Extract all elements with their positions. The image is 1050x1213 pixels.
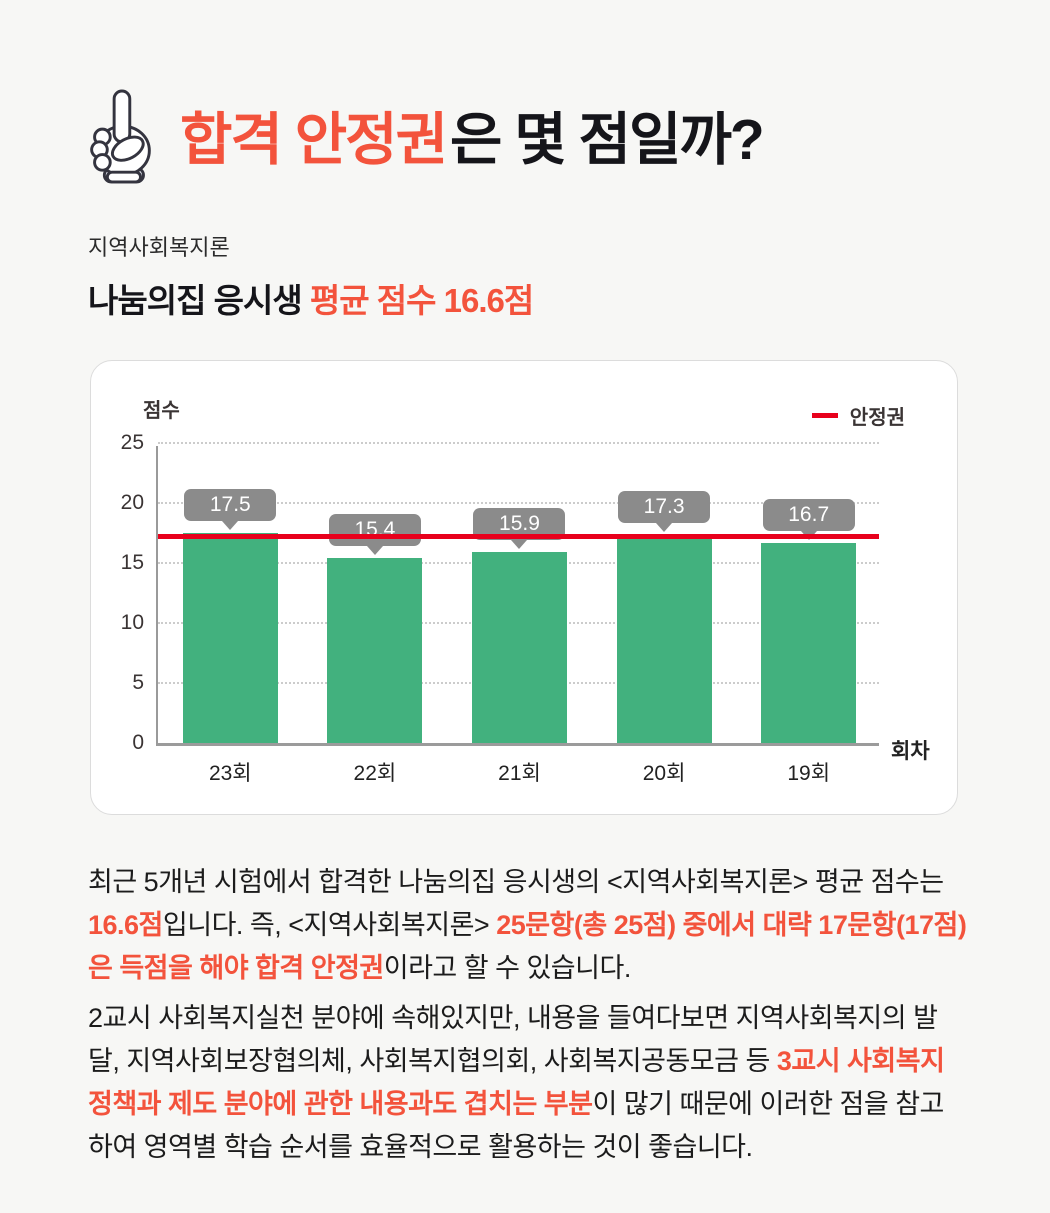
subject-section: 지역사회복지론 나눔의집 응시생 평균 점수 16.6점 bbox=[88, 230, 1050, 322]
subject-label: 지역사회복지론 bbox=[88, 235, 230, 260]
y-tick-label: 15 bbox=[120, 551, 144, 574]
bar-slot: 17.5 23회 bbox=[158, 446, 303, 785]
y-tick-label: 25 bbox=[120, 431, 144, 454]
y-tick-label: 5 bbox=[132, 671, 144, 694]
bar-value-callout: 16.7 bbox=[762, 498, 855, 531]
bar-21회 bbox=[471, 552, 567, 743]
x-category-label: 23회 bbox=[208, 762, 252, 785]
pointing-hand-icon bbox=[76, 86, 164, 184]
bar-slot: 15.9 21회 bbox=[447, 446, 592, 785]
bar-23회 bbox=[182, 533, 278, 743]
title-rest-text: 은 몇 점일까? bbox=[450, 108, 765, 172]
text-run: 2교시 사회복지실천 분야에 속해있지만, 내용을 들여다보면 지역사회복지의 … bbox=[88, 1002, 938, 1076]
highlighted-text-run: 3교시 사회복지정책과 제도 분야에 관한 내용과도 겹치는 부분 bbox=[88, 1045, 945, 1119]
bar-value-callout: 17.3 bbox=[618, 491, 711, 524]
y-tick-label: 10 bbox=[120, 611, 144, 634]
legend-line-swatch bbox=[811, 413, 838, 418]
y-axis-title: 점수 bbox=[143, 400, 180, 422]
y-tick-label: 20 bbox=[120, 491, 144, 514]
chart-legend: 안정권 bbox=[811, 401, 905, 430]
highlighted-text-run: 25문항(총 25점) 중에서 대략 17문항(17점)은 득점을 해야 합격 … bbox=[88, 910, 967, 984]
gridline-25 bbox=[158, 442, 879, 444]
subject-heading-black: 나눔의집 응시생 bbox=[88, 282, 310, 319]
subject-heading: 나눔의집 응시생 평균 점수 16.6점 bbox=[88, 274, 1050, 322]
x-category-label: 19회 bbox=[787, 762, 831, 785]
x-category-label: 21회 bbox=[498, 762, 541, 785]
bar-slot: 17.3 20회 bbox=[592, 446, 737, 785]
chart-card: 점수 안정권 0 5 10 15 20 25 17.5 23회 15.4 22회 15.9 21회 17… bbox=[90, 360, 958, 815]
x-axis-title: 회차 bbox=[891, 740, 930, 763]
page-title: 합격 안정권은 몇 점일까? bbox=[180, 94, 765, 176]
bar-value-callout: 17.5 bbox=[184, 489, 277, 521]
x-category-label: 20회 bbox=[642, 762, 686, 785]
x-category-label: 22회 bbox=[353, 762, 397, 785]
text-run: 최근 5개년 시험에서 합격한 나눔의집 응시생의 <지역사회복지론> 평균 점… bbox=[88, 867, 944, 897]
bar-20회 bbox=[616, 535, 712, 743]
y-tick-label: 0 bbox=[132, 731, 144, 754]
text-run: 입니다. 즉, <지역사회복지론> bbox=[162, 910, 497, 941]
bar-19회 bbox=[761, 542, 857, 743]
bar-22회 bbox=[327, 558, 423, 743]
paragraph-2: 2교시 사회복지실천 분야에 속해있지만, 내용을 들여다보면 지역사회복지의 … bbox=[88, 997, 968, 1170]
text-run: 이 많기 때문에 이러한 점을 참고하여 영역별 학습 순서를 효율적으로 활용… bbox=[88, 1088, 944, 1163]
title-accent-text: 합격 안정권 bbox=[180, 108, 448, 172]
bar-slot: 16.7 19회 bbox=[736, 446, 881, 785]
legend-label: 안정권 bbox=[849, 407, 905, 429]
subject-heading-accent: 평균 점수 16.6점 bbox=[309, 282, 534, 319]
page-header: 합격 안정권은 몇 점일까? bbox=[0, 0, 1050, 184]
text-run: 이라고 할 수 있습니다. bbox=[383, 953, 632, 984]
bar-slot: 15.4 22회 bbox=[303, 446, 448, 785]
highlighted-text-run: 16.6점 bbox=[88, 910, 163, 941]
bar-value-callout: 15.4 bbox=[328, 514, 421, 547]
paragraph-1: 최근 5개년 시험에서 합격한 나눔의집 응시생의 <지역사회복지론> 평균 점… bbox=[88, 861, 968, 991]
gridline-20 bbox=[158, 502, 879, 504]
threshold-line bbox=[158, 533, 879, 539]
body-text-section: 최근 5개년 시험에서 합격한 나눔의집 응시생의 <지역사회복지론> 평균 점… bbox=[88, 861, 968, 1169]
bar-chart-plot: 0 5 10 15 20 25 17.5 23회 15.4 22회 15.9 21회 17.3 20회 16… bbox=[121, 431, 881, 785]
